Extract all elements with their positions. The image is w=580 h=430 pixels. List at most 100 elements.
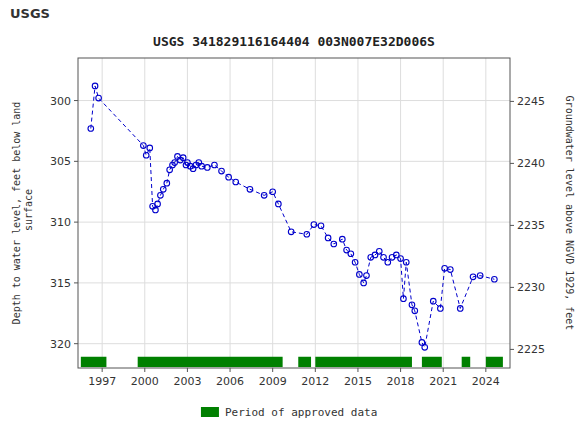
data-point: [233, 179, 239, 185]
data-point: [155, 201, 161, 207]
data-point: [96, 95, 102, 101]
x-tick-label: 1997: [88, 375, 116, 388]
data-point: [304, 231, 310, 237]
data-point: [457, 306, 463, 312]
x-grid-line: [400, 58, 401, 368]
data-point: [492, 276, 498, 282]
x-tick-label: 2015: [344, 375, 372, 388]
data-point: [442, 266, 448, 272]
data-point: [147, 145, 153, 151]
x-tick: [230, 368, 231, 372]
y2-tick-label: 2240: [517, 157, 545, 170]
data-point: [385, 259, 391, 265]
y2-tick-label: 2245: [517, 95, 545, 108]
data-point: [247, 186, 253, 192]
x-tick-label: 2006: [216, 375, 244, 388]
data-point: [398, 256, 404, 262]
data-point: [412, 308, 418, 314]
plot-frame: [78, 58, 510, 368]
data-point: [331, 241, 337, 247]
grid: [78, 58, 510, 368]
data-point: [470, 274, 476, 280]
data-point: [438, 306, 444, 312]
x-grid-line: [315, 58, 316, 368]
axes: 1997200020032006200920122015201820212024…: [50, 95, 545, 388]
approved-bar: [422, 357, 442, 367]
y-tick-label: 305: [50, 155, 71, 168]
data-point: [143, 152, 149, 158]
y2-tick: [510, 349, 514, 350]
y-tick: [74, 343, 78, 344]
y2-tick: [510, 163, 514, 164]
approved-bar: [298, 357, 311, 367]
x-grid-line: [443, 58, 444, 368]
y-axis-label-line: surface: [23, 189, 34, 237]
data-point: [164, 180, 170, 186]
data-point: [318, 223, 324, 229]
data-point: [311, 222, 317, 228]
x-tick: [187, 368, 188, 372]
y2-tick-label: 2235: [517, 219, 545, 232]
approved-bar: [486, 357, 503, 367]
y2-tick: [510, 101, 514, 102]
approved-bar: [81, 357, 107, 367]
data-point: [325, 235, 331, 241]
y2-tick-label: 2225: [517, 343, 545, 356]
legend-label: Period of approved data: [225, 406, 377, 419]
y-tick-label: 320: [50, 338, 71, 351]
y-axis-label: Depth to water level, feet below land su…: [11, 102, 34, 325]
data-point: [88, 126, 94, 132]
annotation: USGS: [10, 6, 50, 21]
data-point: [409, 302, 415, 308]
data-point: [340, 236, 346, 242]
data-point: [364, 273, 370, 279]
data-point: [270, 189, 276, 195]
y2-tick: [510, 225, 514, 226]
data-point: [212, 162, 218, 168]
data-point: [199, 163, 205, 169]
title: USGS 341829116164404 003N007E32D006S: [153, 34, 435, 49]
x-tick-label: 2024: [472, 375, 500, 388]
x-tick-label: 2009: [259, 375, 287, 388]
x-grid-line: [144, 58, 145, 368]
y-tick-label: 315: [50, 277, 71, 290]
x-tick: [144, 368, 145, 372]
x-tick-label: 2000: [131, 375, 159, 388]
chart: USGS USGS 341829116164404 003N007E32D006S…: [0, 0, 580, 430]
data-point: [180, 155, 186, 161]
x-tick: [357, 368, 358, 372]
data-line: [91, 86, 495, 347]
y2-tick-label: 2230: [517, 281, 545, 294]
x-grid-line: [102, 58, 103, 368]
data-point: [92, 83, 98, 89]
data-point: [403, 259, 409, 265]
data-point: [401, 296, 407, 302]
x-grid-line: [187, 58, 188, 368]
x-tick: [272, 368, 273, 372]
x-tick: [315, 368, 316, 372]
data-point: [276, 201, 282, 207]
x-tick-label: 2021: [429, 375, 457, 388]
data-point: [357, 272, 363, 278]
y-tick: [74, 161, 78, 162]
data-point: [381, 255, 387, 261]
data-point: [477, 273, 483, 279]
data-point: [158, 193, 164, 199]
data-point: [448, 267, 454, 273]
y2-axis-label: Groundwater level above NGVD 1929, feet: [564, 96, 575, 331]
data-point: [219, 168, 225, 174]
approved-bar: [315, 357, 412, 367]
data-point: [205, 165, 211, 171]
legend-swatch: [201, 407, 219, 417]
data-point: [172, 160, 178, 166]
data-point: [141, 143, 147, 149]
x-tick: [443, 368, 444, 372]
x-tick: [102, 368, 103, 372]
y-grid-line: [78, 222, 510, 223]
y-axis-label-line: Depth to water level, feet below land: [11, 102, 22, 325]
x-grid-line: [357, 58, 358, 368]
y-tick-label: 310: [50, 216, 71, 229]
x-tick-label: 2003: [173, 375, 201, 388]
data-point: [422, 345, 428, 351]
y2-tick: [510, 287, 514, 288]
